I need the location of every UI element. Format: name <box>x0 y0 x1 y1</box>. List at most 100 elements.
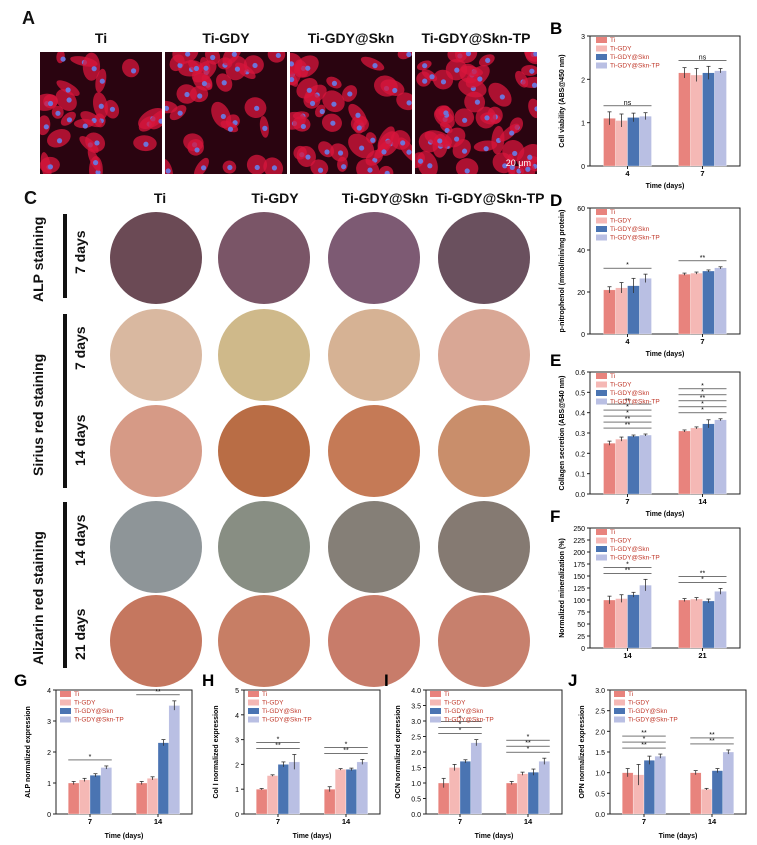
nucleus-mark <box>43 124 49 130</box>
cytoskeleton-mark <box>149 110 162 130</box>
bar <box>146 778 159 815</box>
nucleus-mark <box>306 87 312 93</box>
bar <box>702 270 715 335</box>
bar <box>603 289 616 335</box>
bar <box>603 443 616 495</box>
cytoskeleton-mark <box>193 157 209 174</box>
chart-collagen-secretion: E 0.0 0.1 0.2 0.3 0.4 0.5 0.6 Collagen secretion… <box>550 352 741 518</box>
nucleus-mark <box>66 117 73 123</box>
cytoskeleton-mark <box>82 52 101 81</box>
y-tick-label: 0.0 <box>575 492 585 499</box>
panel-a-col-label-ti: Ti <box>94 30 108 46</box>
nucleus-mark <box>422 63 428 69</box>
nucleus-mark <box>483 146 489 152</box>
bar <box>68 782 80 815</box>
legend-swatch <box>614 699 625 706</box>
significance-mark: ns <box>699 54 707 61</box>
nucleus-mark <box>271 165 278 171</box>
legend-label: Ti-GDY <box>262 700 284 707</box>
y-tick-label: 1.5 <box>411 766 421 773</box>
legend-swatch <box>596 546 607 552</box>
nucleus-mark <box>356 125 362 131</box>
legend-swatch <box>596 529 607 535</box>
stained-dish <box>110 405 202 497</box>
bar <box>100 767 112 815</box>
significance-mark: * <box>527 734 530 741</box>
significance-mark: * <box>626 410 629 417</box>
bar <box>622 772 634 815</box>
significance-mark: ** <box>155 689 161 696</box>
nucleus-mark <box>381 149 387 155</box>
cytoskeleton-mark <box>473 140 498 152</box>
legend-swatch <box>430 716 441 723</box>
nucleus-mark <box>317 167 324 173</box>
nucleus-mark <box>533 52 537 57</box>
cytoskeleton-mark <box>465 65 490 88</box>
x-tick-label: 4 <box>625 169 630 178</box>
y-tick-label: 150 <box>573 574 585 581</box>
bar <box>136 782 148 815</box>
cytoskeleton-mark <box>290 66 298 87</box>
legend-label: Ti <box>262 691 267 698</box>
nucleus-mark <box>367 167 373 173</box>
bar <box>639 434 652 495</box>
legend-swatch <box>596 62 607 69</box>
x-tick-label: 7 <box>642 817 646 826</box>
nucleus-mark <box>47 164 54 170</box>
panel-letter: D <box>550 192 562 210</box>
nucleus-mark <box>91 66 97 72</box>
cytoskeleton-mark <box>292 116 311 132</box>
nucleus-mark <box>305 65 311 71</box>
significance-mark: * <box>626 404 629 411</box>
bar <box>506 782 518 815</box>
y-axis-label: ALP normalized expression <box>25 706 32 798</box>
y-tick-label: 4 <box>47 688 51 695</box>
bar <box>678 430 691 495</box>
x-tick-label: 14 <box>698 497 707 506</box>
row-label-21-days: 21 days <box>72 608 88 660</box>
row-label-7-days: 7 days <box>72 326 88 370</box>
cytoskeleton-mark <box>454 108 475 127</box>
y-tick-label: 1 <box>235 787 239 794</box>
nucleus-mark <box>512 150 518 157</box>
bar <box>256 789 268 815</box>
stained-dish <box>328 405 420 497</box>
y-axis-label: OPN normalized expression <box>579 706 586 799</box>
significance-mark: * <box>643 736 646 743</box>
bar <box>345 769 358 815</box>
nucleus-mark <box>227 164 233 171</box>
legend-label: Ti-GDY@Skn-TP <box>444 717 494 724</box>
bar <box>702 72 715 167</box>
nucleus-mark <box>484 115 490 121</box>
y-tick-label: 4 <box>235 713 239 720</box>
nucleus-mark <box>337 150 344 156</box>
cytoskeleton-mark <box>172 52 199 64</box>
legend-label: Ti-GDY@Skn-TP <box>628 717 678 724</box>
x-tick-label: 14 <box>342 817 351 826</box>
panel-letter: J <box>568 672 577 690</box>
y-axis-label: Col Ⅰ normalized expression <box>212 705 220 798</box>
x-tick-label: 7 <box>700 337 704 346</box>
bar <box>639 116 652 167</box>
cytoskeleton-mark <box>380 79 405 96</box>
cytoskeleton-mark <box>296 77 318 99</box>
bar <box>157 742 170 815</box>
bar <box>690 74 703 167</box>
stained-dish <box>218 595 310 687</box>
panel-letter: H <box>202 672 214 690</box>
legend-swatch <box>614 691 625 697</box>
y-tick-label: 2 <box>47 750 51 757</box>
legend-swatch <box>596 45 607 52</box>
bar <box>603 118 616 167</box>
y-tick-label: 0 <box>47 812 51 819</box>
row-label-14-days: 14 days <box>72 514 88 566</box>
x-tick-label: 4 <box>625 337 630 346</box>
y-tick-label: 2.5 <box>411 735 421 742</box>
legend-label: Ti <box>444 691 449 698</box>
stained-dish <box>218 212 310 304</box>
bar <box>277 764 290 815</box>
legend-label: Ti-GDY <box>444 700 466 707</box>
nucleus-mark <box>220 113 226 120</box>
significance-mark: ** <box>625 416 631 423</box>
y-tick-label: 2.0 <box>595 729 605 736</box>
